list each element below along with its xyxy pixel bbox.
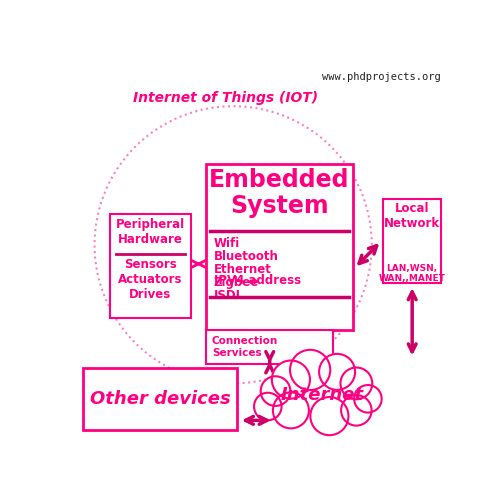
Text: Other devices: Other devices — [90, 390, 230, 408]
Circle shape — [290, 350, 331, 390]
Bar — [110, 214, 191, 318]
Circle shape — [341, 395, 372, 426]
Text: Peripheral
Hardware: Peripheral Hardware — [116, 218, 185, 246]
Bar — [206, 330, 333, 364]
Circle shape — [310, 397, 348, 435]
Text: Bluetooth: Bluetooth — [214, 250, 279, 263]
Text: Ethernet: Ethernet — [214, 264, 272, 276]
Bar — [384, 198, 441, 284]
Circle shape — [340, 368, 372, 400]
Text: Internet: Internet — [280, 386, 363, 404]
Bar — [206, 164, 352, 330]
Circle shape — [319, 354, 355, 390]
Circle shape — [254, 392, 281, 420]
Circle shape — [354, 385, 382, 412]
Text: ISDL: ISDL — [214, 290, 244, 302]
Text: Local
Network: Local Network — [384, 202, 440, 230]
Text: www.phdprojects.org: www.phdprojects.org — [322, 72, 441, 82]
Text: Wifi: Wifi — [214, 237, 240, 250]
Circle shape — [273, 392, 309, 428]
Text: Internet of Things (IOT): Internet of Things (IOT) — [133, 91, 318, 105]
Text: Sensors
Actuators
Drives: Sensors Actuators Drives — [118, 258, 182, 302]
Circle shape — [260, 376, 290, 406]
Text: Embedded
System: Embedded System — [209, 168, 350, 218]
Circle shape — [272, 360, 310, 399]
Text: IPV4 address: IPV4 address — [214, 274, 301, 286]
Text: Zigbee: Zigbee — [214, 276, 259, 289]
Bar — [83, 368, 237, 430]
Text: Connection
Services: Connection Services — [212, 336, 278, 357]
Text: LAN,WSN,
WAN,,MANET: LAN,WSN, WAN,,MANET — [378, 264, 446, 283]
